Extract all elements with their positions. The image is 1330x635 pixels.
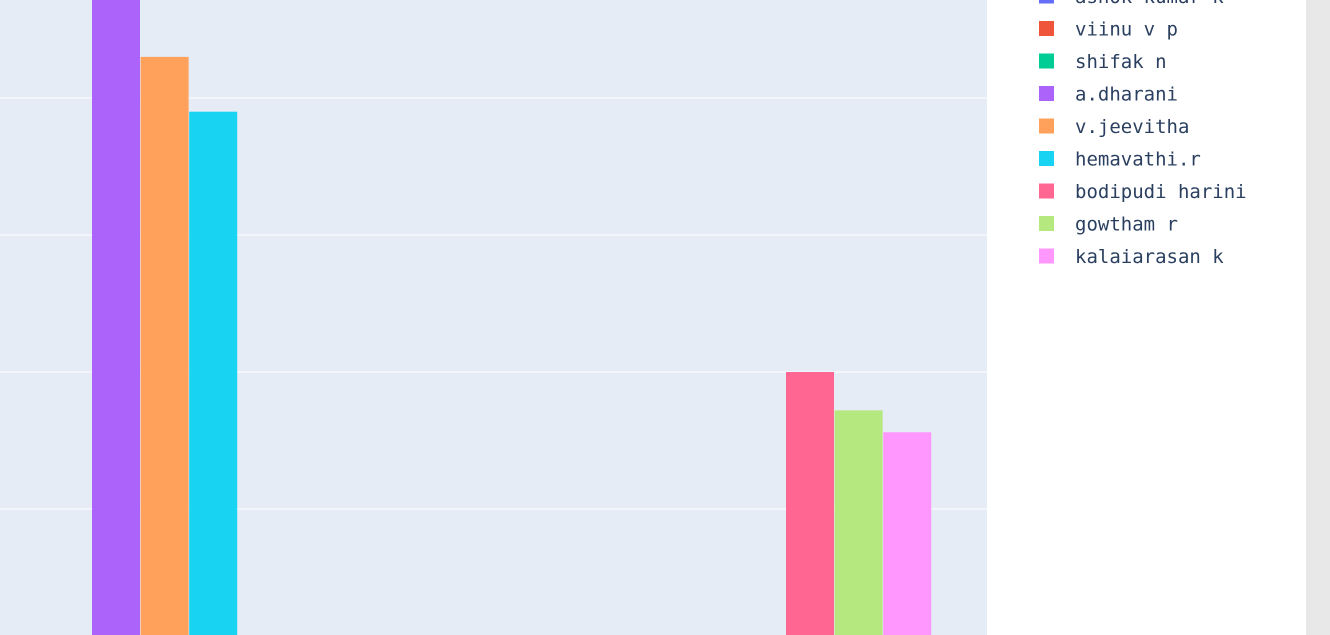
legend-swatch [1039, 53, 1054, 69]
legend-item[interactable]: ashok kumar k [1039, 0, 1224, 8]
legend-label: v.jeevitha [1075, 116, 1189, 138]
legend-label: gowtham r [1075, 214, 1178, 236]
legend-swatch [1039, 118, 1054, 134]
legend-item[interactable]: gowtham r [1039, 214, 1178, 236]
legend-label: shifak n [1075, 51, 1167, 73]
legend-label: bodipudi harini [1075, 181, 1247, 203]
bar-kalaiarasan-k[interactable] [883, 432, 932, 635]
legend-item[interactable]: shifak n [1039, 51, 1167, 73]
legend-label: hemavathi.r [1075, 149, 1201, 171]
legend-label: kalaiarasan k [1075, 246, 1224, 268]
legend-swatch [1039, 151, 1054, 166]
legend-swatch [1039, 21, 1054, 36]
bar-v-jeevitha[interactable] [140, 56, 189, 635]
bar-gowtham-r[interactable] [834, 410, 883, 635]
legend-swatch [1039, 248, 1054, 264]
legend[interactable]: ashok kumar k viinu v p shifak n a.dharani v… [1039, 0, 1247, 268]
page-scrollbar[interactable] [1306, 0, 1330, 635]
bars [92, 0, 932, 635]
legend-item[interactable]: bodipudi harini [1039, 181, 1247, 203]
legend-item[interactable]: a.dharani [1039, 84, 1178, 106]
legend-label: viinu v p [1075, 19, 1178, 41]
bar-bodipudi-harini[interactable] [786, 372, 834, 635]
bar-a-dharani[interactable] [92, 0, 140, 635]
legend-swatch [1039, 183, 1054, 199]
legend-item[interactable]: kalaiarasan k [1039, 246, 1224, 268]
legend-label: ashok kumar k [1075, 0, 1224, 8]
legend-swatch [1039, 216, 1054, 231]
legend-swatch [1039, 0, 1054, 4]
legend-item[interactable]: viinu v p [1039, 19, 1178, 41]
legend-label: a.dharani [1075, 84, 1178, 106]
legend-item[interactable]: hemavathi.r [1039, 149, 1201, 171]
legend-swatch [1039, 86, 1054, 101]
bar-hemavathi-r[interactable] [189, 111, 238, 635]
legend-item[interactable]: v.jeevitha [1039, 116, 1189, 138]
